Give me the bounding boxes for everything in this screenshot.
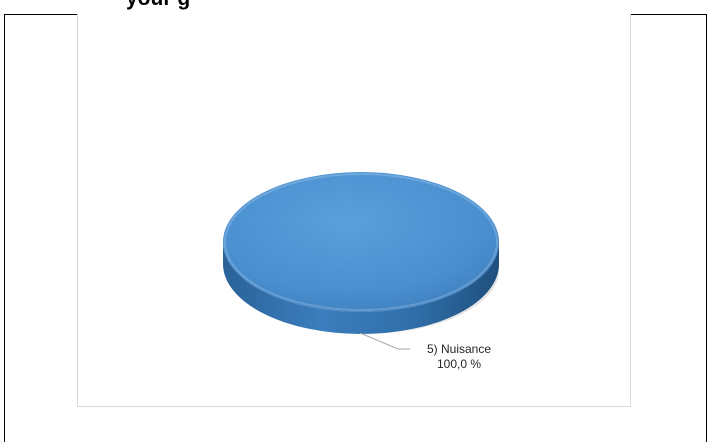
slice-value-label: 100,0 %	[403, 357, 515, 372]
leader-line	[360, 333, 398, 349]
pie-slice-0	[223, 172, 499, 312]
slice-label: 5) Nuisance	[403, 342, 515, 357]
slice-data-label: 5) Nuisance 100,0 %	[403, 342, 515, 372]
